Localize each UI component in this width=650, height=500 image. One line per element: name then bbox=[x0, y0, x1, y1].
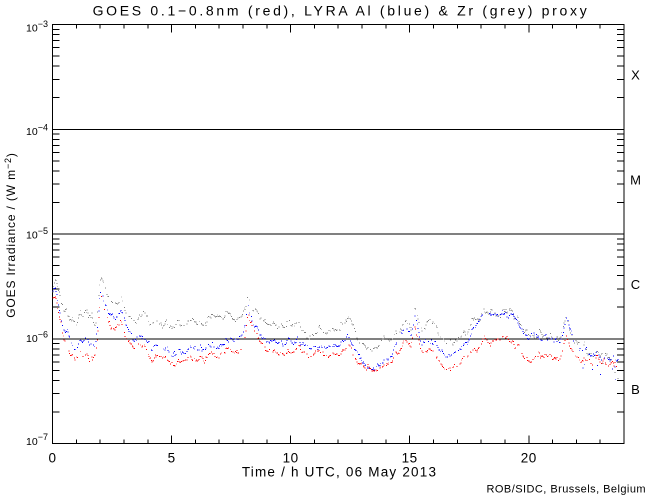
svg-text:5: 5 bbox=[168, 451, 176, 466]
svg-text:C: C bbox=[631, 277, 640, 292]
svg-text:M: M bbox=[630, 172, 641, 187]
svg-text:Time / h UTC, 06 May 2013: Time / h UTC, 06 May 2013 bbox=[242, 465, 437, 480]
svg-text:GOES 0.1−0.8nm (red), LYRA Al: GOES 0.1−0.8nm (red), LYRA Al (blue) & Z… bbox=[93, 3, 590, 19]
svg-text:X: X bbox=[631, 68, 640, 83]
svg-text:GOES Irradiance / (W m−2): GOES Irradiance / (W m−2) bbox=[3, 152, 18, 318]
svg-text:20: 20 bbox=[521, 451, 537, 466]
svg-text:B: B bbox=[631, 382, 640, 397]
svg-text:0: 0 bbox=[48, 451, 56, 466]
svg-text:10: 10 bbox=[283, 451, 299, 466]
svg-text:15: 15 bbox=[402, 451, 418, 466]
svg-text:ROB/SIDC, Brussels, Belgium: ROB/SIDC, Brussels, Belgium bbox=[487, 484, 646, 496]
